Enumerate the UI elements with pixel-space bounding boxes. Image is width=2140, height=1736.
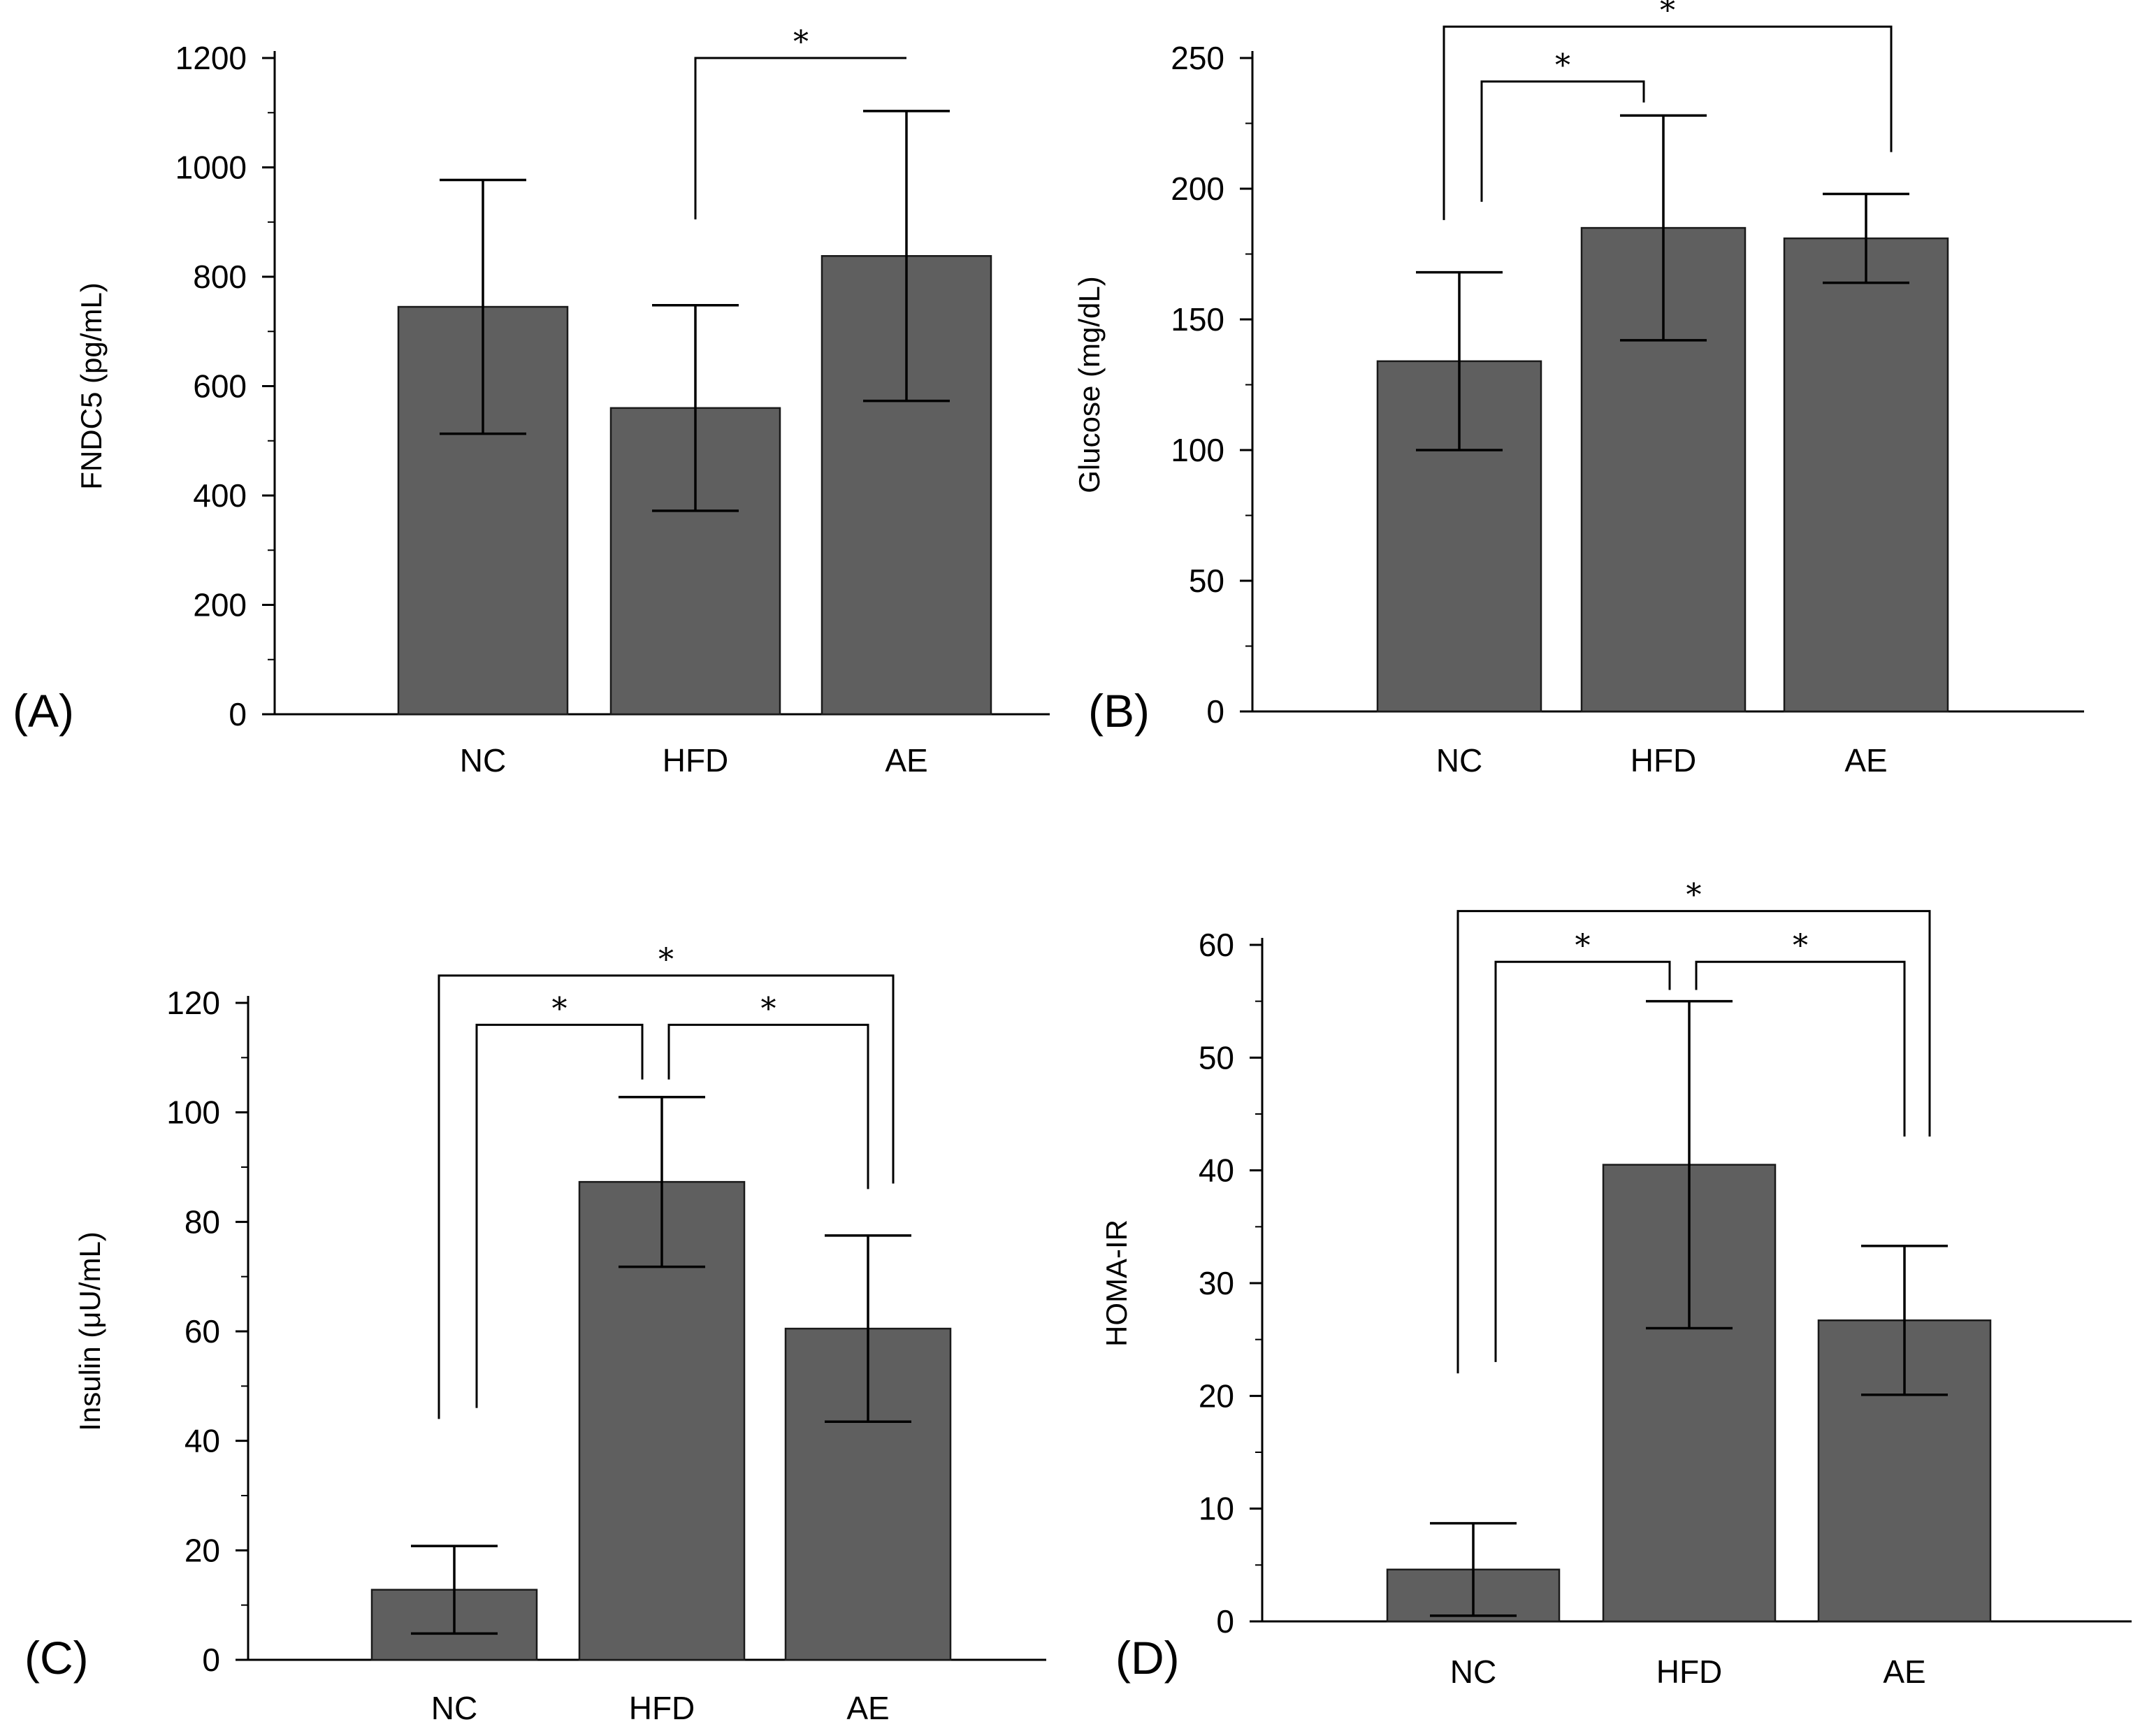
significance-bracket	[1494, 960, 1671, 1362]
y-tick-label: 1200	[175, 40, 247, 76]
chart-panel-c: 0 20 40 60 80 100 120 Insulin (μU/mL) NC HFD AE * * *…	[24, 942, 1046, 1726]
y-tick-label: 400	[193, 477, 247, 514]
x-tick-label-nc: NC	[431, 1690, 477, 1726]
x-tick-label-ae: AE	[1883, 1654, 1925, 1690]
y-tick-label: 600	[193, 368, 247, 405]
significance-star: *	[1575, 928, 1591, 964]
significance-star: *	[552, 991, 567, 1027]
significance-bracket	[667, 1023, 869, 1189]
y-axis-label: Glucose (mg/dL)	[1073, 276, 1106, 493]
significance-star: *	[1686, 878, 1702, 913]
significance-bracket	[438, 974, 895, 1419]
chart-panel-d: 0 10 20 30 40 50 60 HOMA-IR NC HFD AE * * * (D)	[1100, 878, 2132, 1690]
y-tick-label: 1000	[175, 150, 247, 186]
x-tick-label-hfd: HFD	[663, 742, 729, 779]
y-tick-label: 20	[1199, 1377, 1234, 1414]
y-tick-label: 40	[185, 1423, 220, 1459]
y-tick-label: 0	[202, 1642, 220, 1678]
significance-bracket	[1456, 910, 1931, 1374]
y-tick-label: 0	[1216, 1603, 1234, 1640]
y-tick-label: 60	[185, 1313, 220, 1350]
y-tick-label: 80	[185, 1203, 220, 1240]
x-tick-label-ae: AE	[885, 742, 927, 779]
significance-star: *	[1660, 0, 1675, 29]
y-tick-label: 0	[229, 696, 247, 732]
y-axis-label: FNDC5 (pg/mL)	[75, 282, 108, 489]
y-tick-label: 100	[166, 1094, 220, 1131]
x-tick-label-nc: NC	[1450, 1654, 1496, 1690]
panel-label: (A)	[13, 685, 74, 737]
x-tick-label-ae: AE	[1844, 742, 1887, 779]
x-tick-label-hfd: HFD	[1631, 742, 1697, 779]
y-tick-label: 150	[1171, 301, 1224, 338]
x-tick-label-nc: NC	[460, 742, 506, 779]
significance-star: *	[1793, 928, 1808, 964]
x-tick-label-nc: NC	[1436, 742, 1482, 779]
significance-star: *	[761, 991, 776, 1027]
significance-bracket	[1480, 80, 1645, 202]
y-tick-label: 30	[1199, 1265, 1234, 1301]
significance-star: *	[793, 24, 809, 60]
y-tick-label: 200	[193, 587, 247, 623]
significance-bracket	[1695, 960, 1906, 1137]
panel-label: (B)	[1088, 685, 1150, 737]
chart-panel-a: 0 200 400 600 800 1000 1200 FNDC5 (pg/mL) NC HFD A…	[13, 24, 1050, 779]
y-tick-label: 800	[193, 259, 247, 295]
y-axis-label: HOMA-IR	[1100, 1220, 1133, 1347]
x-tick-label-ae: AE	[846, 1690, 889, 1726]
y-tick-label: 0	[1206, 693, 1224, 730]
y-tick-label: 250	[1171, 40, 1224, 76]
y-tick-label: 60	[1199, 927, 1234, 963]
significance-bracket	[1443, 25, 1893, 220]
y-tick-label: 40	[1199, 1152, 1234, 1189]
y-axis-label: Insulin (μU/mL)	[73, 1231, 106, 1431]
significance-star: *	[658, 942, 674, 978]
chart-panel-b: 0 50 100 150 200 250 Glucose (mg/dL) NC HFD AE * * (…	[1073, 0, 2084, 779]
y-tick-label: 50	[1189, 563, 1224, 599]
y-tick-label: 200	[1171, 171, 1224, 207]
panel-label: (C)	[24, 1632, 89, 1684]
panel-label: (D)	[1115, 1632, 1180, 1684]
significance-bracket	[694, 57, 906, 219]
bar-ae	[1783, 237, 1949, 713]
x-tick-label-hfd: HFD	[1656, 1654, 1723, 1690]
x-tick-label-hfd: HFD	[629, 1690, 695, 1726]
significance-bracket	[475, 1023, 644, 1408]
y-tick-label: 120	[166, 985, 220, 1021]
y-tick-label: 100	[1171, 432, 1224, 468]
significance-star: *	[1555, 48, 1570, 84]
y-tick-label: 50	[1199, 1039, 1234, 1076]
y-tick-label: 20	[185, 1532, 220, 1568]
y-tick-label: 10	[1199, 1491, 1234, 1527]
